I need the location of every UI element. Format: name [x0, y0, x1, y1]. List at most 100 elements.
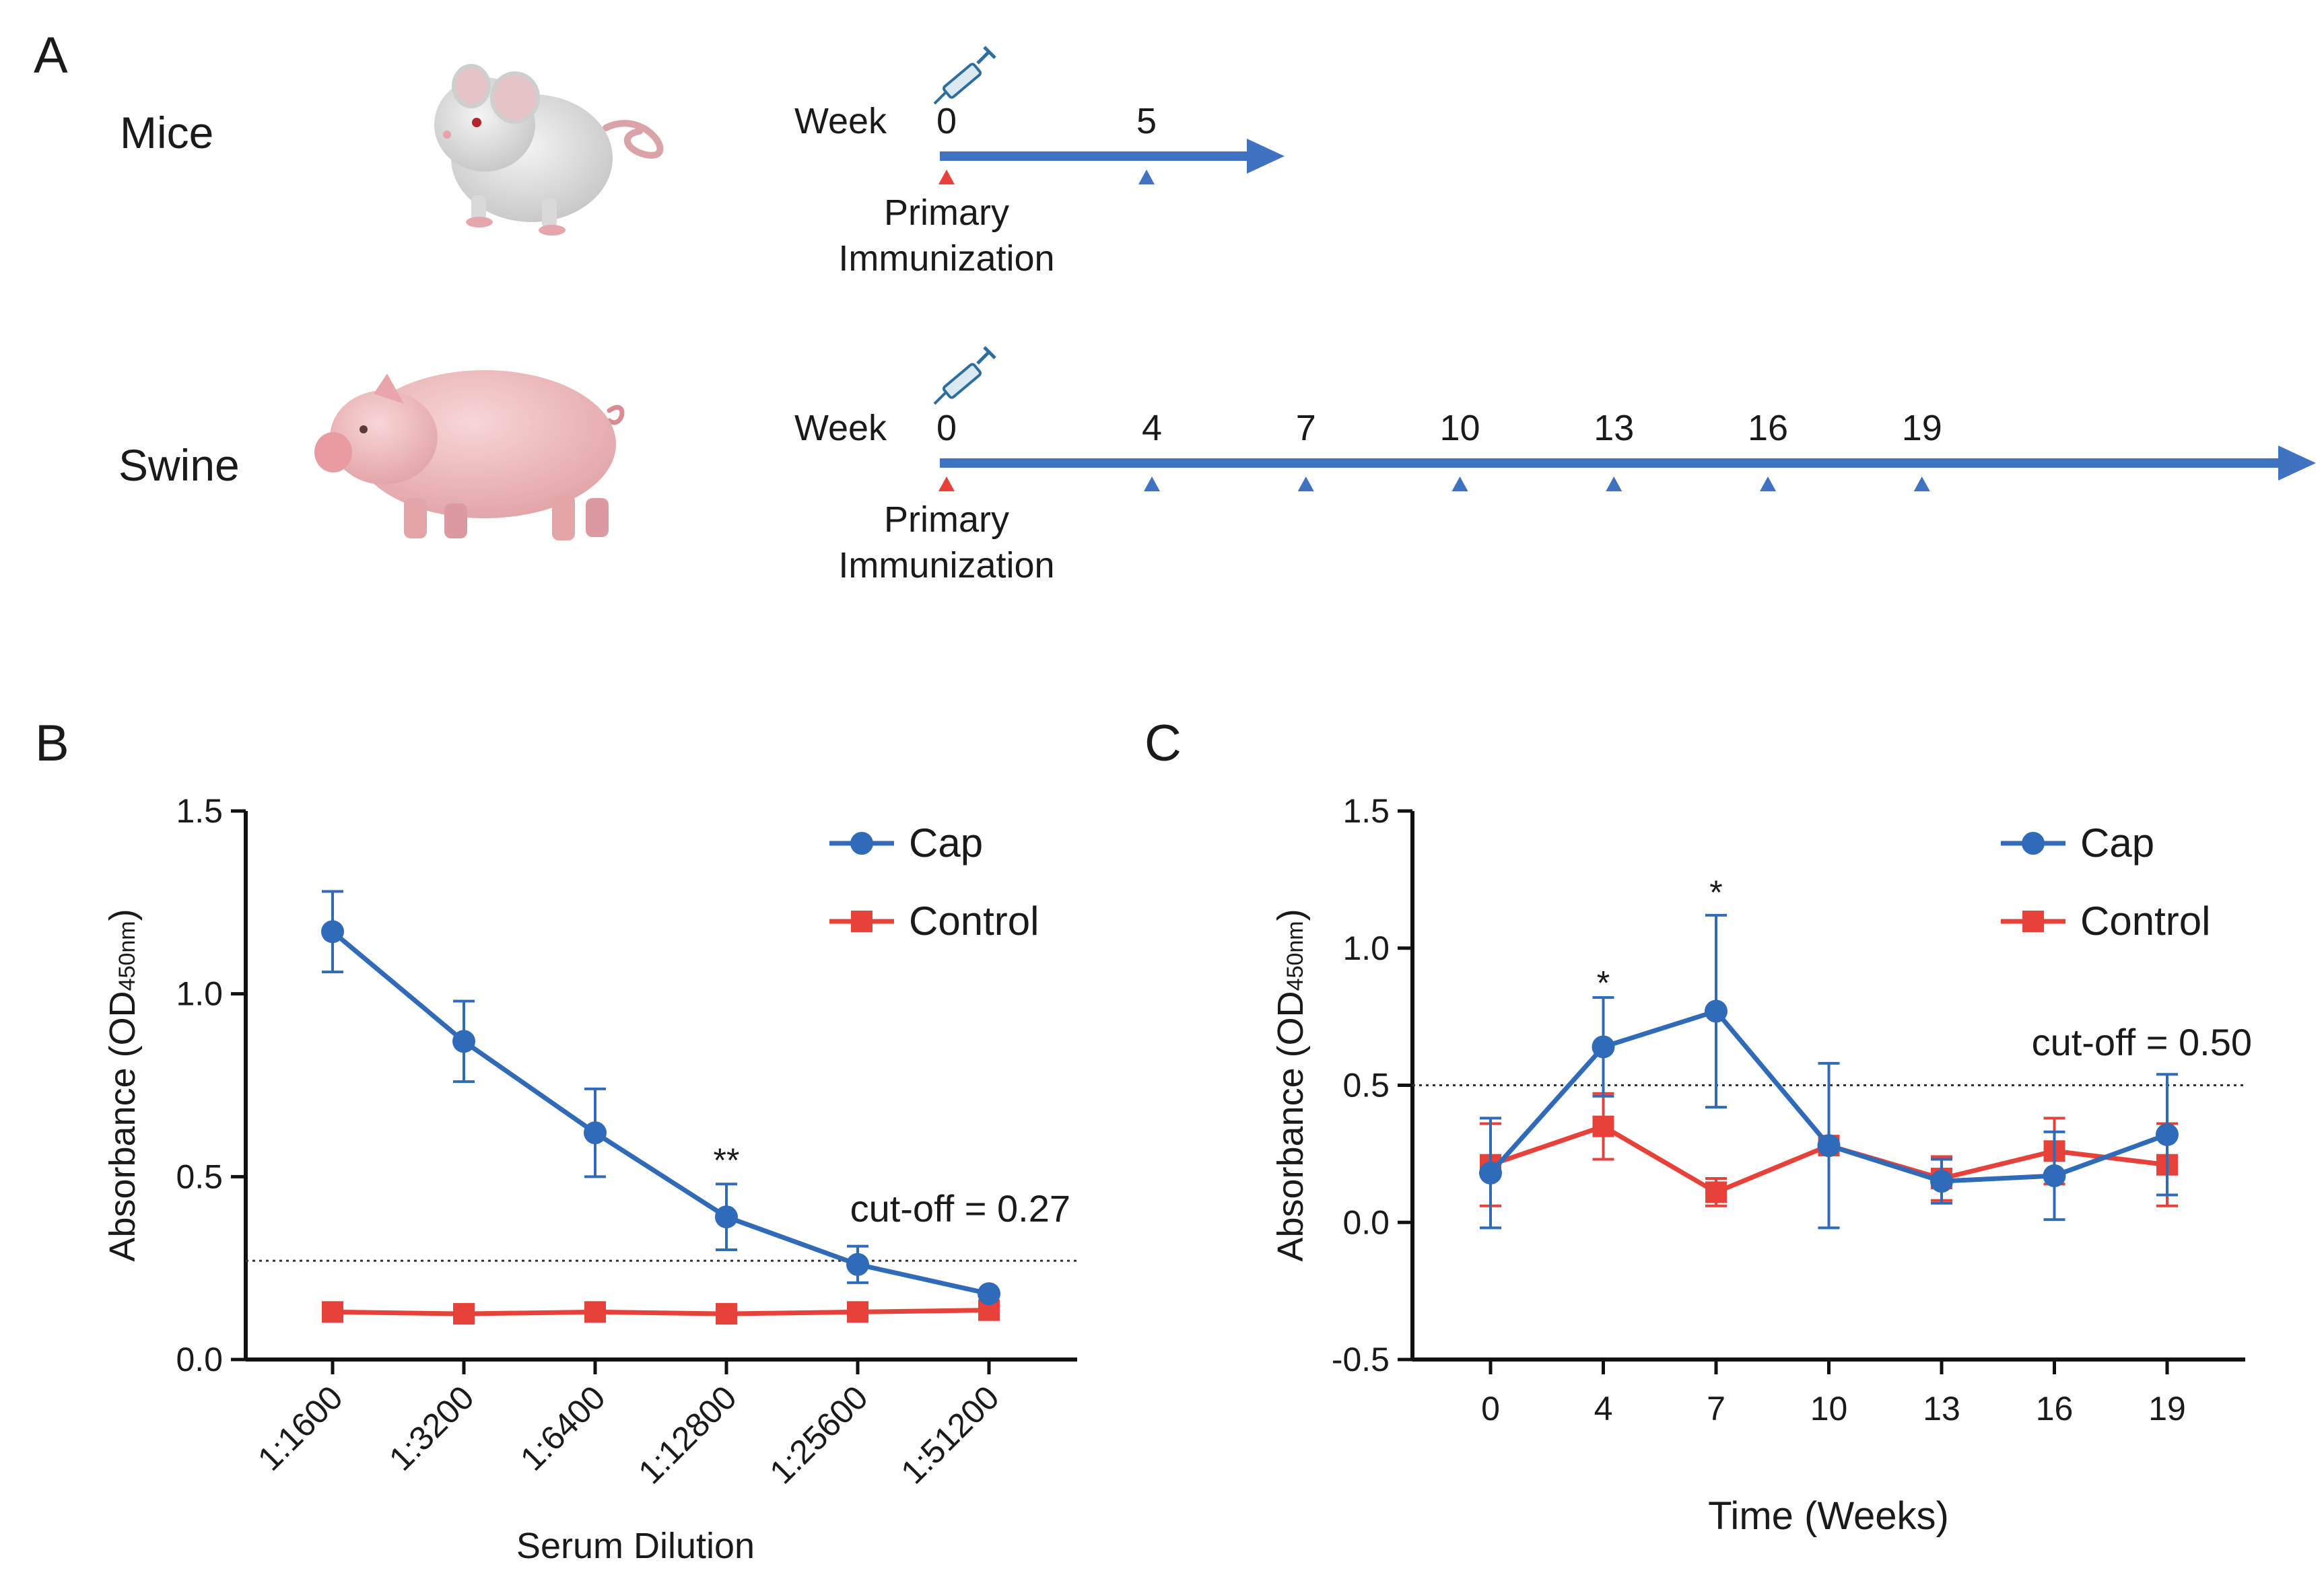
significance-annotation: *: [1709, 874, 1722, 911]
mice-primary-label-line1: Primary: [884, 192, 1009, 233]
panel-c: C -0.5 0.0 0.5 1.0 1.5 0 4 7 10 13 16 19 Time (Weeks…: [1144, 715, 2252, 1538]
data-point-cap: [1817, 1134, 1841, 1158]
data-point-cap: [321, 920, 344, 944]
y-axis-title: Absorbance (OD450nm): [102, 909, 143, 1261]
legend-marker-cap: [2022, 832, 2045, 855]
y-tick-label: 1.0: [176, 975, 223, 1013]
data-point-cap: [1592, 1035, 1615, 1059]
y-tick-label: 0.5: [1342, 1067, 1390, 1104]
cutoff-label: cut-off = 0.27: [850, 1187, 1070, 1230]
swine-week-10: 10: [1439, 408, 1480, 448]
x-tick-label: 1:3200: [382, 1378, 481, 1478]
syringe-icon: [933, 46, 996, 105]
x-tick-label: 19: [2148, 1390, 2186, 1427]
data-point-cap: [584, 1121, 607, 1145]
data-point-cap: [1705, 999, 1728, 1023]
data-point-cap: [978, 1282, 1000, 1306]
mice-week5-marker: [1138, 170, 1155, 184]
swine-primary-label-line1: Primary: [884, 499, 1009, 540]
x-tick-label: 1:1600: [250, 1378, 350, 1478]
legend-label-cap: Cap: [2080, 820, 2154, 866]
x-tick-label: 13: [1923, 1390, 1960, 1427]
x-tick-label: 10: [1810, 1390, 1848, 1427]
data-point-cap: [2156, 1123, 2179, 1146]
x-axis-title: Serum Dilution: [516, 1526, 755, 1566]
swine-week-marker: [1760, 477, 1776, 491]
legend-marker-control: [2022, 911, 2044, 932]
swine-week-marker: [1297, 477, 1314, 491]
data-point-cap: [846, 1253, 869, 1276]
panel-b: B 0.00.51.01.51:1600 1:3200 1:6400 1:12800 1…: [35, 715, 1077, 1566]
x-tick-label: 4: [1594, 1390, 1613, 1427]
y-axis-title: Absorbance (OD450nm): [1270, 909, 1311, 1261]
data-point-control: [1592, 1115, 1614, 1137]
legend-marker-control: [851, 911, 873, 932]
y-axis-title-subscript: 450nm: [114, 921, 140, 991]
x-axis-title: Time (Weeks): [1708, 1494, 1949, 1538]
syringe-icon: [933, 346, 996, 405]
swine-week-label: Week: [794, 408, 887, 448]
data-point-control: [453, 1303, 475, 1325]
y-axis-title-subscript: 450nm: [1283, 921, 1308, 991]
panel-a-letter: A: [34, 27, 68, 84]
swine-week-0: 0: [936, 408, 957, 448]
data-point-control: [847, 1301, 868, 1323]
mice-week-0: 0: [936, 101, 957, 141]
cutoff-label: cut-off = 0.50: [2032, 1021, 2252, 1063]
significance-annotation: **: [714, 1141, 740, 1179]
panel-a: A Mice Week 0 5 Primary: [34, 27, 2316, 586]
swine-week-marker: [1913, 477, 1930, 491]
swine-primary-label-line2: Immunization: [838, 545, 1054, 586]
y-axis-title-end: ): [102, 909, 143, 921]
mice-primary-marker: [938, 170, 955, 184]
swine-primary-marker: [938, 477, 955, 491]
data-point-control: [584, 1301, 606, 1323]
swine-week-marker: [1144, 477, 1160, 491]
data-point-control: [322, 1301, 343, 1323]
x-tick-label: 16: [2036, 1390, 2074, 1427]
swine-label: Swine: [118, 440, 240, 490]
swine-week-4: 4: [1142, 408, 1162, 448]
x-tick-label: 7: [1707, 1390, 1725, 1427]
swine-timeline-arrow-head: [2278, 446, 2316, 481]
data-point-cap: [715, 1205, 738, 1229]
y-tick-label: 0.0: [1342, 1203, 1390, 1241]
data-point-cap: [1479, 1161, 1502, 1185]
data-point-cap: [1930, 1170, 1953, 1193]
mice-label: Mice: [120, 108, 213, 157]
data-point-cap: [452, 1030, 475, 1053]
mice-week-5: 5: [1136, 101, 1157, 141]
mouse-illustration: [434, 64, 664, 236]
x-tick-label: 1:6400: [513, 1378, 613, 1478]
data-point-control: [1705, 1181, 1727, 1203]
x-tick-label: 0: [1481, 1390, 1500, 1427]
series-line-cap: [331, 929, 990, 1296]
mice-primary-label-line2: Immunization: [838, 238, 1054, 279]
y-tick-label: 0.5: [176, 1158, 223, 1195]
pig-illustration: [314, 370, 625, 540]
x-tick-label: 1:51200: [893, 1378, 1006, 1491]
y-tick-label: 1.5: [1342, 792, 1390, 830]
swine-week-13: 13: [1594, 408, 1634, 448]
x-tick-label: 1:12800: [631, 1378, 743, 1491]
y-tick-label: -0.5: [1332, 1341, 1390, 1378]
data-point-control: [716, 1303, 737, 1325]
swine-week-7: 7: [1296, 408, 1316, 448]
series-line-control: [332, 1308, 990, 1316]
swine-week-marker: [1451, 477, 1468, 491]
swine-week-ticks: 0 4 7 10 13 16 19: [936, 408, 1942, 491]
y-axis-title-end: ): [1270, 909, 1311, 921]
data-point-cap: [2043, 1164, 2066, 1187]
y-tick-label: 1.5: [176, 792, 223, 830]
swine-week-16: 16: [1748, 408, 1788, 448]
y-axis-title-main: Absorbance (OD: [102, 991, 143, 1261]
significance-annotation: *: [1597, 964, 1610, 1002]
panel-c-letter: C: [1144, 715, 1182, 772]
legend-label-control: Control: [909, 898, 1039, 944]
swine-week-19: 19: [1902, 408, 1942, 448]
y-tick-label: 0.0: [176, 1341, 223, 1378]
panel-b-letter: B: [35, 715, 69, 772]
x-tick-label: 1:25600: [762, 1378, 875, 1491]
mice-week-label: Week: [794, 101, 887, 141]
